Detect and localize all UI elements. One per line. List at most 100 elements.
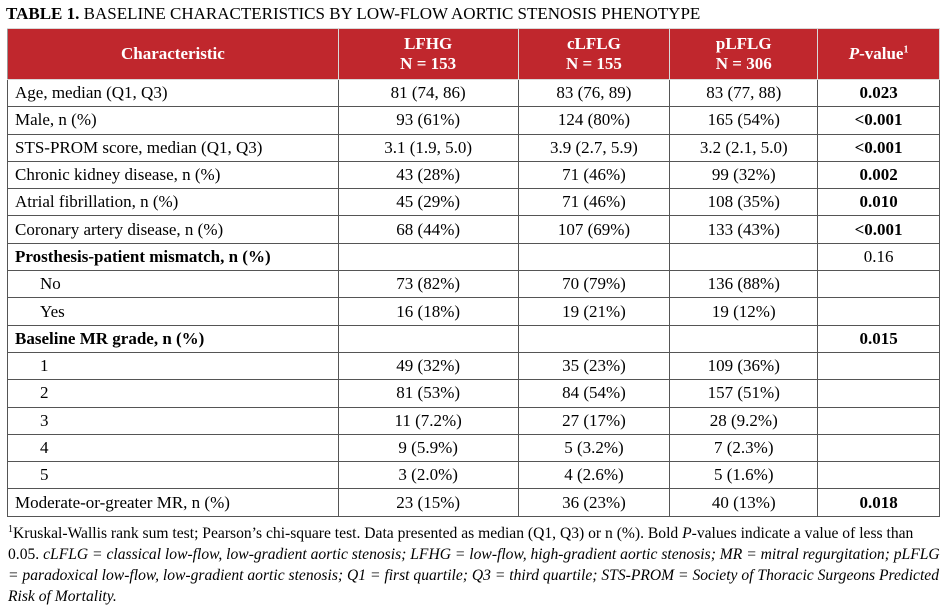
footnote: 1Kruskal-Wallis rank sum test; Pearson’s… xyxy=(8,523,940,607)
header-cell: LFHG N = 153 xyxy=(337,28,519,80)
table-row: Yes 16 (18%) 19 (21%) 19 (12%) xyxy=(7,297,940,326)
row-label-cell: Baseline MR grade, n (%) xyxy=(7,324,339,353)
table-row: Prosthesis-patient mismatch, n (%) 0.16 xyxy=(7,242,940,272)
row-label: Coronary artery disease, n (%) xyxy=(15,219,224,239)
p-value-cell: 0.010 xyxy=(817,188,940,217)
cell-value: 124 (80%) xyxy=(557,110,631,130)
value-cell: 3.2 (2.1, 5.0) xyxy=(669,133,819,162)
table-row: Coronary artery disease, n (%) 68 (44%) 10… xyxy=(7,215,940,244)
cell-value: 35 (23%) xyxy=(562,356,626,376)
value-cell: 71 (46%) xyxy=(517,160,671,190)
row-label-cell: 5 xyxy=(7,461,339,490)
p-value: <0.001 xyxy=(854,219,903,239)
table-row: Chronic kidney disease, n (%) 43 (28%) 71 … xyxy=(7,160,940,190)
row-label-cell: Moderate-or-greater MR, n (%) xyxy=(7,488,339,517)
header-cell: P-value1 xyxy=(817,28,940,80)
value-cell: 84 (54%) xyxy=(517,379,671,408)
row-label: Atrial fibrillation, n (%) xyxy=(15,192,179,212)
table-body: Age, median (Q1, Q3) 81 (74, 86) 83 (76, 8… xyxy=(7,78,940,517)
table-row: STS-PROM score, median (Q1, Q3) 3.1 (1.9,… xyxy=(7,133,940,162)
p-value-cell: 0.16 xyxy=(817,242,940,272)
cell-value: 165 (54%) xyxy=(707,110,780,130)
cell-value: 107 (69%) xyxy=(557,219,631,239)
value-cell: 133 (43%) xyxy=(669,215,819,244)
value-cell: 73 (82%) xyxy=(337,270,519,299)
value-cell: 45 (29%) xyxy=(337,188,519,217)
table-row: 3 11 (7.2%) 27 (17%) 28 (9.2%) xyxy=(7,406,940,435)
row-label-cell: 2 xyxy=(7,379,339,408)
cell-value: 136 (88%) xyxy=(707,274,780,294)
row-label-cell: No xyxy=(7,270,339,299)
p-value: <0.001 xyxy=(854,137,903,157)
table-row: 1 49 (32%) 35 (23%) 109 (36%) xyxy=(7,351,940,381)
header-text: Characteristic xyxy=(120,44,225,63)
table-row: Male, n (%) 93 (61%) 124 (80%) 165 (54%) <0.… xyxy=(7,106,940,135)
cell-value: 3.9 (2.7, 5.9) xyxy=(550,137,638,157)
row-label: Moderate-or-greater MR, n (%) xyxy=(15,492,230,512)
value-cell: 83 (76, 89) xyxy=(517,78,671,108)
value-cell xyxy=(337,242,519,272)
value-cell: 99 (32%) xyxy=(669,160,819,190)
p-value: 0.002 xyxy=(859,165,898,185)
value-cell: 108 (35%) xyxy=(669,188,819,217)
row-label: 2 xyxy=(40,383,49,403)
row-label: STS-PROM score, median (Q1, Q3) xyxy=(15,137,263,157)
value-cell: 19 (12%) xyxy=(669,297,819,326)
value-cell: 3.9 (2.7, 5.9) xyxy=(517,133,671,162)
header-text: -value xyxy=(859,44,904,63)
p-value-cell xyxy=(817,406,940,435)
cell-value: 81 (74, 86) xyxy=(390,83,466,103)
value-cell: 157 (51%) xyxy=(669,379,819,408)
p-value: 0.018 xyxy=(859,492,898,512)
row-label-cell: STS-PROM score, median (Q1, Q3) xyxy=(7,133,339,162)
header-note: 1 xyxy=(903,44,909,56)
cell-value: 93 (61%) xyxy=(396,110,461,130)
table-row: 4 9 (5.9%) 5 (3.2%) 7 (2.3%) xyxy=(7,433,940,463)
cell-value: 4 (2.6%) xyxy=(564,465,624,485)
value-cell xyxy=(517,324,671,353)
value-cell xyxy=(669,242,819,272)
row-label: Age, median (Q1, Q3) xyxy=(15,83,168,103)
value-cell xyxy=(517,242,671,272)
cell-value: 49 (32%) xyxy=(396,356,461,376)
header-text: LFHG xyxy=(404,34,453,53)
p-value-cell: 0.023 xyxy=(817,78,940,108)
cell-value: 83 (76, 89) xyxy=(556,83,632,103)
value-cell: 36 (23%) xyxy=(517,488,671,517)
row-label: 3 xyxy=(40,410,49,430)
title-text: BASELINE CHARACTERISTICS BY LOW-FLOW AOR… xyxy=(83,4,701,23)
p-value: 0.16 xyxy=(863,246,894,266)
value-cell: 107 (69%) xyxy=(517,215,671,244)
value-cell: 81 (53%) xyxy=(337,379,519,408)
cell-value: 7 (2.3%) xyxy=(714,438,774,457)
row-label: Yes xyxy=(40,301,65,321)
table-title: TABLE 1. BASELINE CHARACTERISTICS BY LOW… xyxy=(6,4,700,24)
title-label: TABLE 1. xyxy=(6,4,80,23)
cell-value: 5 (1.6%) xyxy=(714,465,774,485)
cell-value: 9 (5.9%) xyxy=(398,438,458,457)
footnote-p: P xyxy=(682,525,692,542)
header-n: N = 153 xyxy=(400,54,457,73)
row-label-cell: Age, median (Q1, Q3) xyxy=(7,78,339,108)
row-label-cell: Atrial fibrillation, n (%) xyxy=(7,188,339,217)
header-row: Characteristic LFHG N = 153 cLFLG N = 155 … xyxy=(7,28,940,80)
row-label: 5 xyxy=(40,465,49,485)
p-value-cell xyxy=(817,270,940,299)
cell-value: 99 (32%) xyxy=(711,165,776,185)
row-label-cell: Male, n (%) xyxy=(7,106,339,135)
footnote-text: Kruskal-Wallis rank sum test; Pearson’s … xyxy=(13,525,683,542)
cell-value: 81 (53%) xyxy=(396,383,461,403)
value-cell: 4 (2.6%) xyxy=(517,461,671,490)
table-row: Baseline MR grade, n (%) 0.015 xyxy=(7,324,940,353)
cell-value: 109 (36%) xyxy=(707,356,780,376)
row-label-cell: Chronic kidney disease, n (%) xyxy=(7,160,339,190)
p-value-cell: 0.002 xyxy=(817,160,940,190)
cell-value: 3.2 (2.1, 5.0) xyxy=(699,137,788,157)
row-label: 1 xyxy=(40,356,49,376)
value-cell: 40 (13%) xyxy=(669,488,819,517)
value-cell: 124 (80%) xyxy=(517,106,671,135)
row-label-cell: Coronary artery disease, n (%) xyxy=(7,215,339,244)
cell-value: 108 (35%) xyxy=(707,192,780,212)
value-cell: 3.1 (1.9, 5.0) xyxy=(337,133,519,162)
